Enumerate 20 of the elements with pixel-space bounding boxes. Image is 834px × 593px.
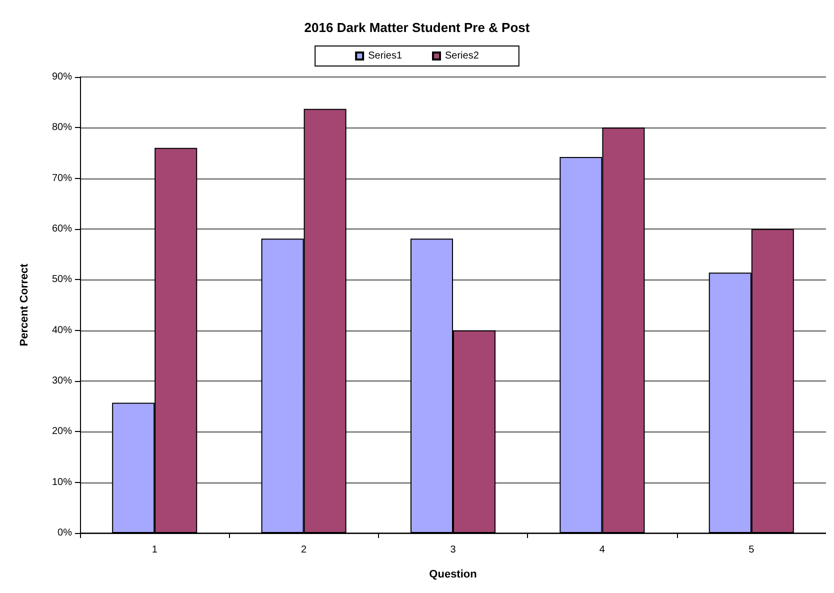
x-tick-label: 1: [152, 544, 158, 556]
legend-label: Series1: [368, 50, 402, 62]
y-tick-label: 10%: [52, 476, 72, 488]
y-tick-label: 20%: [52, 426, 72, 438]
y-tick-label: 50%: [52, 274, 72, 286]
chart-title: 2016 Dark Matter Student Pre & Post: [304, 20, 530, 35]
y-tick-label: 30%: [52, 376, 72, 386]
y-tick-label: 90%: [52, 72, 72, 82]
x-tick-label: 4: [599, 544, 606, 556]
y-tick-label: 70%: [52, 172, 72, 184]
x-tick-label: 2: [301, 544, 308, 556]
y-tick-label: 40%: [52, 324, 72, 336]
y-tick-label: 60%: [52, 224, 72, 234]
x-tick-label: 3: [450, 544, 456, 556]
y-tick-label: 80%: [52, 122, 72, 134]
y-tick-label: 0%: [58, 528, 72, 538]
x-tick-label: 5: [748, 544, 755, 556]
y-axis-title: Percent Correct: [18, 263, 30, 346]
legend-label: Series2: [445, 50, 480, 62]
x-axis-title: Question: [429, 568, 478, 580]
